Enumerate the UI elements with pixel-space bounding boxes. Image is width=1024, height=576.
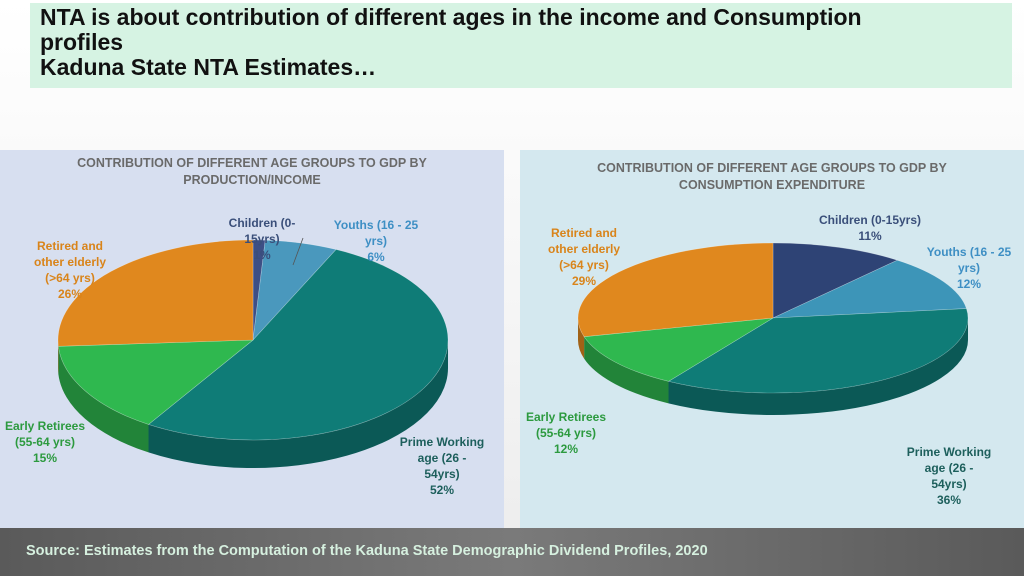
source-note: Source: Estimates from the Computation o… [26, 543, 708, 559]
consumption-label-2-line-2: 54yrs) [931, 477, 967, 491]
consumption-slice-3 [583, 317, 774, 382]
consumption-slice-0 [772, 242, 899, 319]
income-slice-side-3 [58, 346, 149, 453]
income-slice-side-2 [148, 340, 448, 468]
income-label-4-value: 26% [57, 287, 83, 301]
page-title-line-3: Kaduna State NTA Estimates… [40, 54, 377, 80]
income-label-4-line-1: other elderly [33, 255, 107, 269]
income-leader-line [292, 237, 304, 266]
income-slice-4 [57, 239, 254, 347]
consumption-label-3-value: 12% [553, 442, 579, 456]
income-label-1-value: 6% [367, 250, 385, 264]
income-label-2-line-0: Prime Working [399, 435, 485, 449]
income-chart-title-line-2: PRODUCTION/INCOME [183, 173, 321, 187]
consumption-chart-panel: CONTRIBUTION OF DIFFERENT AGE GROUPS TO … [520, 150, 1024, 528]
consumption-slice-4 [577, 242, 774, 337]
consumption-label-1-line-0: Youths (16 - 25 [926, 245, 1012, 259]
consumption-label-0-line-0: Children (0-15yrs) [818, 213, 922, 227]
consumption-slice-2 [667, 308, 969, 394]
consumption-label-0-value: 11% [858, 229, 882, 243]
income-label-1: Youths (16 - 25 yrs) 6% [318, 217, 434, 265]
income-slice-2 [147, 249, 449, 441]
income-label-4-line-0: Retired and [36, 239, 103, 253]
consumption-label-2-line-1: age (26 - [924, 461, 974, 475]
consumption-chart-title: CONTRIBUTION OF DIFFERENT AGE GROUPS TO … [520, 160, 1024, 194]
income-slice-0 [252, 239, 266, 341]
consumption-label-1-line-1: yrs) [957, 261, 980, 275]
consumption-label-4-line-1: other elderly [547, 242, 621, 256]
consumption-chart-title-line-1: CONTRIBUTION OF DIFFERENT AGE GROUPS TO … [597, 161, 947, 175]
income-label-0: Children (0- 15yrs) 1% [212, 215, 312, 263]
consumption-label-2-value: 36% [936, 493, 962, 507]
income-label-0-line-1: 15yrs) [244, 232, 280, 246]
page-title-line-2: profiles [40, 29, 124, 55]
consumption-label-4: Retired and other elderly (>64 yrs) 29% [534, 225, 634, 289]
title-box: NTA is about contribution of different a… [30, 3, 1012, 88]
income-label-2-line-2: 54yrs) [424, 467, 460, 481]
consumption-slice-side-2 [668, 318, 968, 415]
consumption-pie-chart [577, 242, 969, 415]
income-pie-chart [57, 237, 449, 468]
consumption-chart-title-line-2: CONSUMPTION EXPENDITURE [678, 178, 866, 192]
page-title-line-1: NTA is about contribution of different a… [40, 4, 862, 30]
consumption-slice-1 [772, 259, 967, 319]
income-label-0-line-0: Children (0- [228, 216, 296, 230]
consumption-label-3-line-0: Early Retirees [525, 410, 607, 424]
income-label-2-line-1: age (26 - [417, 451, 467, 465]
footer-bar: Source: Estimates from the Computation o… [0, 528, 1024, 576]
income-label-0-value: 1% [253, 248, 271, 262]
income-label-2-value: 52% [429, 483, 455, 497]
income-label-3-line-1: (55-64 yrs) [14, 435, 76, 449]
income-label-4: Retired and other elderly (>64 yrs) 26% [20, 238, 120, 302]
consumption-slice-side-4 [578, 318, 585, 359]
income-slice-3 [58, 339, 254, 425]
consumption-label-2: Prime Working age (26 - 54yrs) 36% [890, 444, 1008, 508]
income-label-3-value: 15% [32, 451, 58, 465]
consumption-label-0: Children (0-15yrs) 11% [790, 212, 950, 244]
consumption-slice-side-3 [584, 336, 669, 404]
income-label-1-line-0: Youths (16 - 25 [333, 218, 419, 232]
income-label-3-line-0: Early Retirees [4, 419, 86, 433]
income-chart-title-line-1: CONTRIBUTION OF DIFFERENT AGE GROUPS TO … [77, 156, 427, 170]
consumption-label-1-value: 12% [956, 277, 982, 291]
income-label-3: Early Retirees (55-64 yrs) 15% [0, 418, 95, 466]
consumption-label-1: Youths (16 - 25 yrs) 12% [910, 244, 1024, 292]
consumption-label-4-value: 29% [571, 274, 597, 288]
consumption-label-3: Early Retirees (55-64 yrs) 12% [516, 409, 616, 457]
income-label-2: Prime Working age (26 - 54yrs) 52% [386, 434, 498, 498]
consumption-label-2-line-0: Prime Working [906, 445, 992, 459]
consumption-label-4-line-0: Retired and [550, 226, 617, 240]
income-label-1-line-1: yrs) [364, 234, 387, 248]
income-chart-title: CONTRIBUTION OF DIFFERENT AGE GROUPS TO … [0, 155, 504, 189]
income-label-4-line-2: (>64 yrs) [45, 271, 95, 285]
consumption-label-4-line-2: (>64 yrs) [559, 258, 609, 272]
consumption-label-3-line-1: (55-64 yrs) [535, 426, 597, 440]
income-chart-panel: CONTRIBUTION OF DIFFERENT AGE GROUPS TO … [0, 150, 504, 528]
